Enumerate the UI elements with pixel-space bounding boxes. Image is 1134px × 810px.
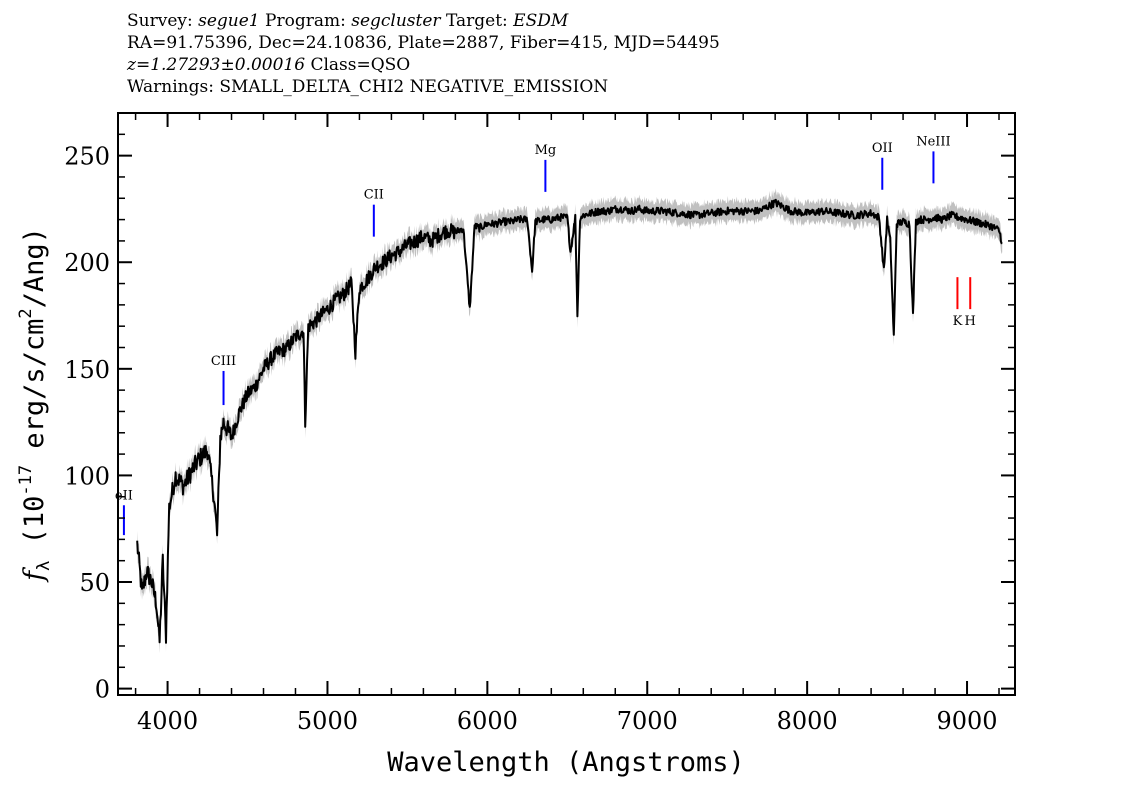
program-label: Program:: [265, 11, 346, 31]
target-label: Target:: [445, 11, 508, 31]
marker-label-oii: OII: [872, 141, 893, 156]
marker-label-ciii: CIII: [211, 354, 236, 369]
marker-label-mg: Mg: [535, 143, 557, 158]
emission-line-markers: eII CIII CII Mg OII NeIII K H: [115, 134, 976, 536]
x-tick-label: 9000: [936, 707, 997, 735]
x-tick-label: 7000: [617, 707, 678, 735]
header-line-redshift: z=1.27293±0.00016 Class=QSO: [127, 54, 720, 76]
error-band-layer: [137, 188, 1003, 654]
y-tick-label: 50: [79, 569, 110, 597]
x-axis-title: Wavelength (Angstroms): [387, 747, 745, 778]
x-tick-label: 5000: [297, 707, 358, 735]
error-band: [137, 188, 1003, 654]
marker-label-neiii: NeIII: [916, 134, 950, 149]
y-tick-label: 0: [95, 676, 110, 704]
survey-label: Survey:: [127, 11, 193, 31]
y-tick-label: 100: [64, 462, 110, 490]
y-axis-ticks: 0 50 100 150 200 250: [64, 133, 1015, 704]
plot-frame: [117, 112, 1016, 696]
x-tick-label: 6000: [457, 707, 518, 735]
y-tick-label: 150: [64, 356, 110, 384]
survey-value: segue1: [198, 11, 260, 31]
target-value: ESDM: [513, 11, 569, 31]
y-axis-title: fλ (10-17 erg/s/cm2/Ang): [16, 227, 54, 583]
header-line-survey: Survey: segue1 Program: segcluster Targe…: [127, 10, 720, 32]
spectrum-line-layer: [136, 198, 1003, 644]
x-tick-label: 8000: [777, 707, 838, 735]
header-line-coordinates: RA=91.75396, Dec=24.10836, Plate=2887, F…: [127, 33, 720, 53]
marker-label-cii: CII: [364, 188, 384, 203]
y-tick-label: 200: [64, 249, 110, 277]
header-line-warnings: Warnings: SMALL_DELTA_CHI2 NEGATIVE_EMIS…: [127, 77, 609, 97]
program-value: segcluster: [351, 11, 441, 31]
marker-label-k: K: [953, 314, 963, 329]
redshift-value: z=1.27293±0.00016: [127, 55, 306, 75]
y-tick-label: 250: [64, 143, 110, 171]
marker-label-h: H: [965, 314, 976, 329]
class-value: Class=QSO: [310, 55, 411, 75]
spectrum-line: [136, 198, 1003, 644]
marker-label-eii: eII: [115, 488, 133, 503]
x-tick-label: 4000: [137, 707, 198, 735]
spectrum-header: Survey: segue1 Program: segcluster Targe…: [127, 10, 720, 98]
x-axis-ticks: 4000 5000 6000 7000 8000 9000: [134, 113, 1000, 735]
